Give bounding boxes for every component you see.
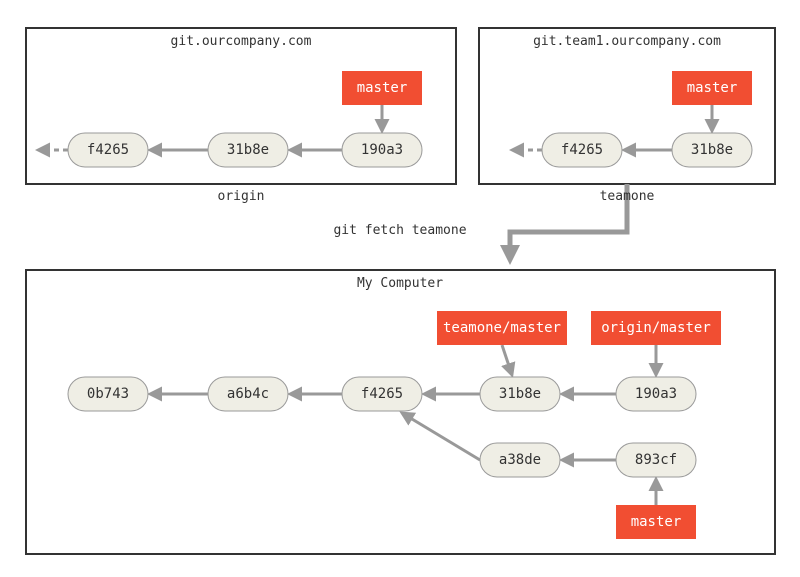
commit-label-l_893cf: 893cf [635,452,677,468]
ref-label-o_master: master [357,80,408,96]
ref-label-l_origin_master: origin/master [601,320,711,336]
commit-label-l_a6b4c: a6b4c [227,386,269,402]
git-remote-diagram: f4265 31b8e 190a3 f4265 31b8e 0b743 a6b4c f4265… [0,0,800,577]
commit-label-l_f4265: f4265 [361,386,403,402]
commit-label-t_f4265: f4265 [561,142,603,158]
commit-label-t_31b8e: 31b8e [691,142,733,158]
panel-title-local: My Computer [357,276,443,291]
panel-title-teamone: git.team1.ourcompany.com [533,34,721,49]
commit-label-l_0b743: 0b743 [87,386,129,402]
commit-label-o_f4265: f4265 [87,142,129,158]
ref-label-l_teamone_master: teamone/master [443,320,561,336]
ref-label-l_master: master [631,514,682,530]
fetch-arrow-label: git fetch teamone [333,223,466,238]
commit-label-l_31b8e: 31b8e [499,386,541,402]
panel-label-teamone: teamone [600,189,655,204]
ref-label-t_master: master [687,80,738,96]
commit-label-o_190a3: 190a3 [361,142,403,158]
commit-label-l_a38de: a38de [499,452,541,468]
panel-title-origin: git.ourcompany.com [171,34,312,49]
commit-label-l_190a3: 190a3 [635,386,677,402]
panel-label-origin: origin [218,189,265,204]
edge-l_a38de-l_f4265 [402,413,480,460]
commit-label-o_31b8e: 31b8e [227,142,269,158]
ref-arrow-l_teamone_master [502,345,512,375]
